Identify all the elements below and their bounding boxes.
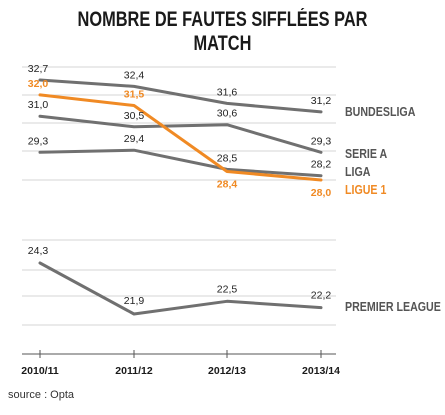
legend-label-ligue-1: LIGUE 1	[345, 182, 387, 197]
data-label: 31,5	[124, 89, 145, 101]
data-label: 29,3	[28, 135, 49, 147]
data-label: 30,6	[217, 108, 238, 120]
legend-label-premier-league: PREMIER LEAGUE	[345, 299, 441, 314]
legend: BUNDESLIGA SERIE A LIGA LIGUE 1 PREMIER LEAG…	[345, 104, 441, 314]
data-label: 28,4	[217, 178, 238, 190]
data-label: 32,4	[124, 69, 145, 81]
data-label: 22,5	[217, 283, 238, 295]
data-label: 21,9	[124, 295, 145, 307]
legend-label-liga: LIGA	[345, 164, 371, 179]
legend-label-bundesliga: BUNDESLIGA	[345, 104, 416, 119]
source-note: source : Opta	[8, 389, 75, 401]
x-axis: 2010/11 2011/12 2012/13 2013/14	[21, 350, 340, 377]
x-tick-label: 2012/13	[208, 365, 246, 377]
x-tick-label: 2011/12	[115, 365, 153, 377]
data-label: 32,7	[28, 63, 49, 75]
data-label: 32,0	[28, 78, 49, 90]
data-label: 29,3	[311, 135, 332, 147]
chart-title: NOMBRE DE FAUTES SIFFLÉES PAR MATCH	[77, 8, 368, 55]
gridlines	[22, 66, 336, 326]
series-line-premier-league	[38, 261, 323, 316]
data-label: 28,5	[217, 152, 238, 164]
series-line-serie-a	[38, 114, 323, 154]
data-label: 28,2	[311, 159, 332, 171]
data-label: 28,0	[311, 187, 332, 199]
data-label: 31,0	[28, 99, 49, 111]
legend-label-serie-a: SERIE A	[345, 146, 388, 161]
series-line-liga	[38, 148, 323, 178]
x-tick-label: 2013/14	[302, 365, 340, 377]
data-label: 31,2	[311, 95, 332, 107]
x-tick-label: 2010/11	[21, 365, 59, 377]
data-label: 30,5	[124, 110, 145, 122]
data-label: 29,4	[124, 133, 145, 145]
series-lines	[38, 78, 323, 316]
data-label: 24,3	[28, 245, 49, 257]
series-line-ligue-1	[38, 93, 323, 182]
data-label: 31,6	[217, 86, 238, 98]
data-labels: 32,7 32,4 31,6 31,2 31,0 30,5 30,6 29,3 29,3 29,4…	[28, 63, 332, 307]
series-line-bundesliga	[38, 78, 323, 114]
data-label: 22,2	[311, 290, 332, 302]
